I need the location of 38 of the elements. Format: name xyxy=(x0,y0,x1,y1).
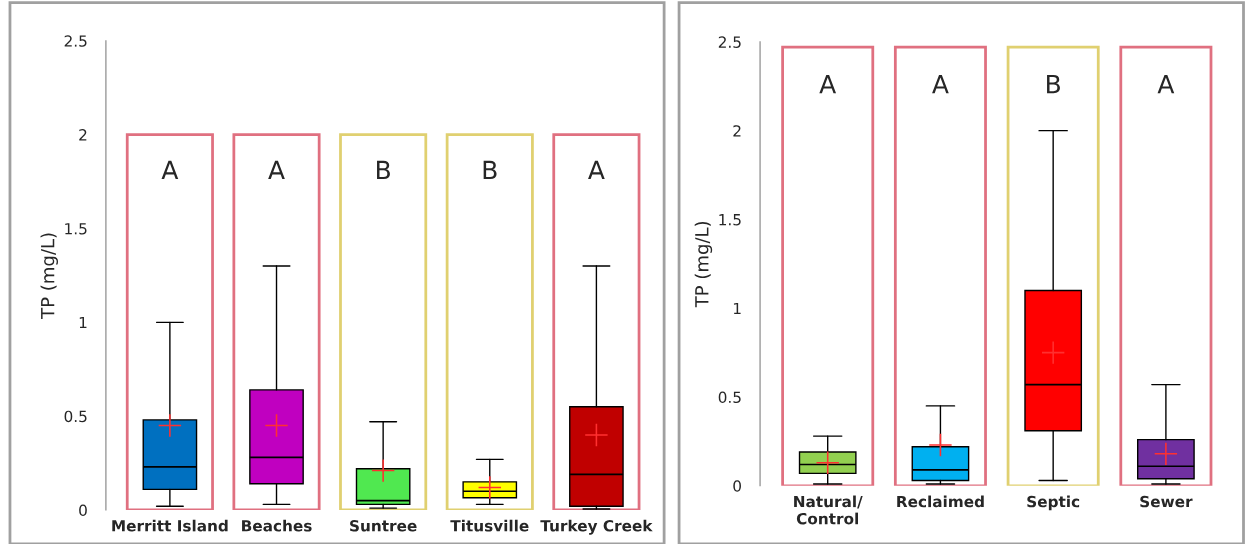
point xyxy=(478,476,501,499)
x-tick-label: Reclaimed xyxy=(897,495,984,508)
y-axis-title: TP (mg/L) xyxy=(694,221,713,308)
annotation: A xyxy=(588,160,605,180)
y-tick-label: 1 xyxy=(733,302,741,315)
annotation: A xyxy=(819,74,837,94)
point xyxy=(585,423,608,447)
y-tick-label: 1 xyxy=(79,316,87,329)
annotation: A xyxy=(161,160,179,180)
y-tick-label: 2 xyxy=(79,129,87,141)
annotation: A xyxy=(268,160,285,180)
y-tick-label: 0 xyxy=(733,480,741,492)
annotation: B xyxy=(483,160,497,180)
point xyxy=(371,459,395,482)
y-tick-label: 0 xyxy=(79,504,87,517)
x-tick-label: Septic xyxy=(1027,495,1080,511)
point xyxy=(1041,341,1065,364)
point xyxy=(158,414,182,437)
x-tick-label: Beaches xyxy=(242,519,312,532)
y-tick-label: 0.5 xyxy=(718,391,741,404)
y-tick-label: 2.5 xyxy=(64,35,87,47)
y-tick-label: 0.5 xyxy=(64,410,87,423)
x-tick-label: Turkey Creek xyxy=(540,519,653,535)
y-tick-label: 2 xyxy=(733,125,741,137)
annotation: B xyxy=(377,160,390,180)
annotation: B xyxy=(1047,74,1060,94)
x-tick-label: Sewer xyxy=(1140,495,1193,508)
y-tick-label: 1.5 xyxy=(719,214,741,226)
annotation: A xyxy=(1157,74,1175,94)
x-tick-label: Merritt Island xyxy=(112,519,228,532)
y-tick-label: 2.5 xyxy=(718,36,741,48)
annotation: A xyxy=(932,74,949,94)
y-axis-title: TP (mg/L) xyxy=(40,233,58,319)
point xyxy=(929,433,952,457)
y-tick-label: 1.5 xyxy=(65,223,87,235)
x-tick-label: Natural/ Control xyxy=(794,495,863,525)
x-tick-label: Titusville xyxy=(450,519,529,532)
x-tick-label: Suntree xyxy=(350,519,417,532)
